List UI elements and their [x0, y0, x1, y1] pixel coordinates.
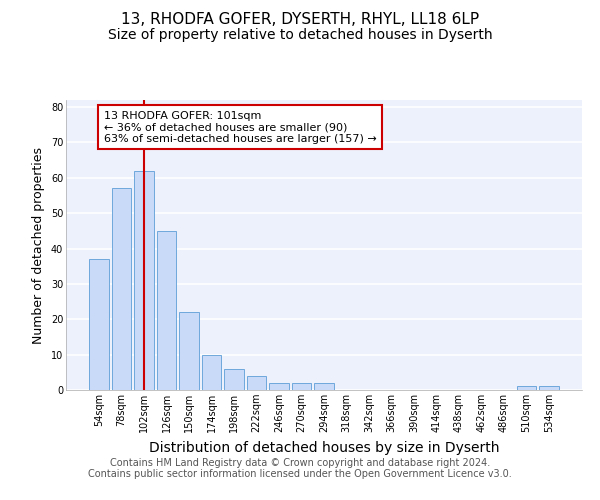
Text: 13 RHODFA GOFER: 101sqm
← 36% of detached houses are smaller (90)
63% of semi-de: 13 RHODFA GOFER: 101sqm ← 36% of detache… — [104, 110, 376, 144]
Bar — [112, 188, 131, 390]
Bar — [157, 231, 176, 390]
Bar — [517, 386, 536, 390]
Bar — [224, 369, 244, 390]
Text: Contains HM Land Registry data © Crown copyright and database right 2024.
Contai: Contains HM Land Registry data © Crown c… — [88, 458, 512, 479]
Bar — [179, 312, 199, 390]
Bar — [89, 259, 109, 390]
Bar — [247, 376, 266, 390]
Bar — [202, 354, 221, 390]
Y-axis label: Number of detached properties: Number of detached properties — [32, 146, 45, 344]
Bar — [269, 383, 289, 390]
Text: Size of property relative to detached houses in Dyserth: Size of property relative to detached ho… — [107, 28, 493, 42]
Bar — [134, 170, 154, 390]
X-axis label: Distribution of detached houses by size in Dyserth: Distribution of detached houses by size … — [149, 440, 499, 454]
Bar — [539, 386, 559, 390]
Bar — [314, 383, 334, 390]
Bar — [292, 383, 311, 390]
Text: 13, RHODFA GOFER, DYSERTH, RHYL, LL18 6LP: 13, RHODFA GOFER, DYSERTH, RHYL, LL18 6L… — [121, 12, 479, 28]
